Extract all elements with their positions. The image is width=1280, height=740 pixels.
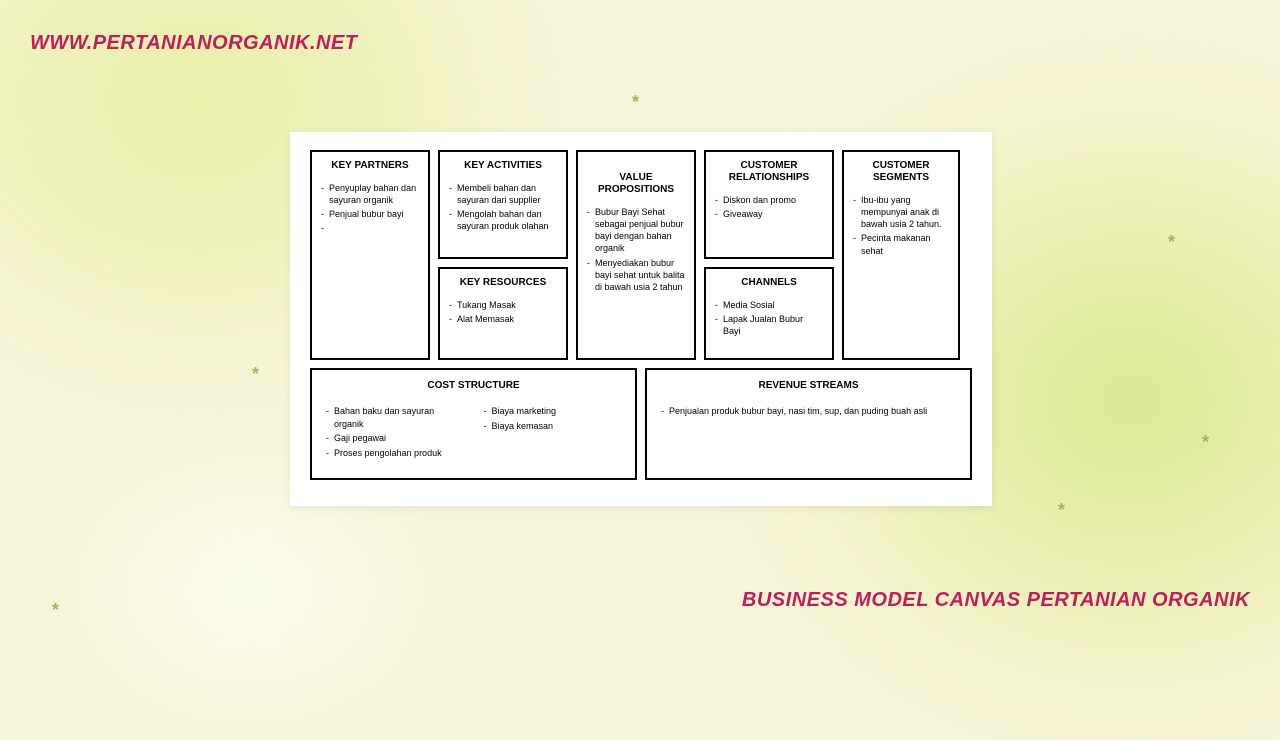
list-item: Bahan baku dan sayuran organik bbox=[326, 405, 464, 430]
list-item: Giveaway bbox=[715, 208, 823, 220]
box-title: CHANNELS bbox=[715, 277, 823, 289]
customer-segments-list: Ibu-ibu yang mempunyai anak di bawah usi… bbox=[853, 194, 949, 257]
key-partners-list: Penyuplay bahan dan sayuran organik Penj… bbox=[321, 182, 419, 220]
list-item: Pecinta makanan sehat bbox=[853, 232, 949, 256]
asterisk-icon: * bbox=[52, 600, 59, 621]
list-item: Menyediakan bubur bayi sehat untuk balit… bbox=[587, 257, 685, 293]
list-item: Proses pengolahan produk bbox=[326, 447, 464, 460]
box-title: KEY ACTIVITIES bbox=[449, 160, 557, 172]
key-activities-box: KEY ACTIVITIES Membeli bahan dan sayuran… bbox=[438, 150, 568, 259]
key-activities-list: Membeli bahan dan sayuran dari supplier … bbox=[449, 182, 557, 233]
asterisk-icon: * bbox=[1058, 500, 1065, 521]
customer-relationships-list: Diskon dan promo Giveaway bbox=[715, 194, 823, 220]
list-item: Penjualan produk bubur bayi, nasi tim, s… bbox=[661, 405, 956, 418]
cost-structure-columns: Bahan baku dan sayuran organik Gaji pega… bbox=[326, 405, 621, 461]
page-title: BUSINESS MODEL CANVAS PERTANIAN ORGANIK bbox=[742, 589, 1250, 612]
business-model-canvas: KEY PARTNERS Penyuplay bahan dan sayuran… bbox=[290, 132, 992, 506]
box-title: CUSTOMER RELATIONSHIPS bbox=[715, 160, 823, 184]
list-item: Biaya kemasan bbox=[484, 420, 622, 433]
list-item: Penjual bubur bayi bbox=[321, 208, 419, 220]
customer-segments-box: CUSTOMER SEGMENTS Ibu-ibu yang mempunyai… bbox=[842, 150, 960, 360]
cost-col1: Bahan baku dan sayuran organik Gaji pega… bbox=[326, 405, 464, 461]
box-title: VALUE PROPOSITIONS bbox=[587, 172, 685, 196]
revenue-streams-list: Penjualan produk bubur bayi, nasi tim, s… bbox=[661, 405, 956, 418]
list-item: Mengolah bahan dan sayuran produk olahan bbox=[449, 208, 557, 232]
canvas-top-row: KEY PARTNERS Penyuplay bahan dan sayuran… bbox=[310, 150, 972, 360]
value-propositions-list: Bubur Bayi Sehat sebagai penjual bubur b… bbox=[587, 206, 685, 293]
customer-relationships-box: CUSTOMER RELATIONSHIPS Diskon dan promo … bbox=[704, 150, 834, 259]
site-url: WWW.PERTANIANORGANIK.NET bbox=[30, 32, 358, 55]
list-item: Lapak Jualan Bubur Bayi bbox=[715, 313, 823, 337]
box-title: REVENUE STREAMS bbox=[661, 380, 956, 391]
list-item: Gaji pegawai bbox=[326, 432, 464, 445]
key-resources-list: Tukang Masak Alat Memasak bbox=[449, 299, 557, 325]
canvas-bottom-row: COST STRUCTURE Bahan baku dan sayuran or… bbox=[310, 368, 972, 480]
list-item: Biaya marketing bbox=[484, 405, 622, 418]
box-title: KEY RESOURCES bbox=[449, 277, 557, 289]
cost-structure-box: COST STRUCTURE Bahan baku dan sayuran or… bbox=[310, 368, 637, 480]
asterisk-icon: * bbox=[1168, 232, 1175, 253]
asterisk-icon: * bbox=[252, 364, 259, 385]
list-item: Diskon dan promo bbox=[715, 194, 823, 206]
asterisk-icon: * bbox=[632, 92, 639, 113]
asterisk-icon: * bbox=[1202, 432, 1209, 453]
key-resources-box: KEY RESOURCES Tukang Masak Alat Memasak bbox=[438, 267, 568, 360]
list-item: Penyuplay bahan dan sayuran organik bbox=[321, 182, 419, 206]
value-propositions-box: VALUE PROPOSITIONS Bubur Bayi Sehat seba… bbox=[576, 150, 696, 360]
box-title: COST STRUCTURE bbox=[326, 380, 621, 391]
list-item: Membeli bahan dan sayuran dari supplier bbox=[449, 182, 557, 206]
box-title: KEY PARTNERS bbox=[321, 160, 419, 172]
list-item: Alat Memasak bbox=[449, 313, 557, 325]
channels-list: Media Sosial Lapak Jualan Bubur Bayi bbox=[715, 299, 823, 337]
revenue-streams-box: REVENUE STREAMS Penjualan produk bubur b… bbox=[645, 368, 972, 480]
key-partners-box: KEY PARTNERS Penyuplay bahan dan sayuran… bbox=[310, 150, 430, 360]
box-title: CUSTOMER SEGMENTS bbox=[853, 160, 949, 184]
list-item: Tukang Masak bbox=[449, 299, 557, 311]
list-item: Ibu-ibu yang mempunyai anak di bawah usi… bbox=[853, 194, 949, 230]
list-item: Bubur Bayi Sehat sebagai penjual bubur b… bbox=[587, 206, 685, 255]
channels-box: CHANNELS Media Sosial Lapak Jualan Bubur… bbox=[704, 267, 834, 360]
list-item: Media Sosial bbox=[715, 299, 823, 311]
cost-col2: Biaya marketing Biaya kemasan bbox=[484, 405, 622, 461]
